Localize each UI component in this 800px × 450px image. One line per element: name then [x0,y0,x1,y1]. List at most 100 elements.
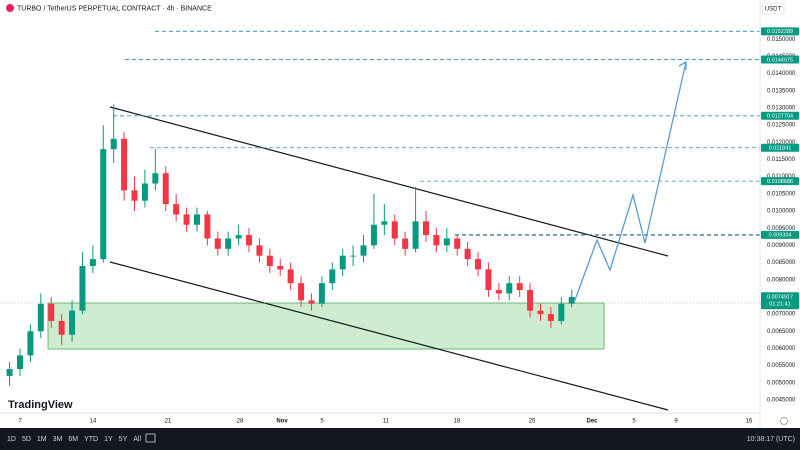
time-axis: 7 14 21 28 Nov 5 11 18 25 Dec 5 9 16 [18,419,753,425]
projection-arrow [678,60,687,70]
y-tick-label: 0.0125000 [767,123,796,129]
x-tick-label: 18 [454,419,461,425]
range-button[interactable]: 3M [53,436,63,443]
symbol-title: TURBO / TetherUS PERPETUAL CONTRACT · 4h… [17,5,212,12]
candle-body [141,183,148,201]
candle-body [370,224,377,246]
date-range-icon[interactable] [145,433,156,443]
candle-body [121,138,128,191]
y-tick-label: 0.0115000 [767,157,796,163]
range-buttons: 1D 5D 1M 3M 6M YTD 1Y 5Y All [7,436,141,443]
x-tick-label: 9 [674,419,678,425]
level-tag [761,230,799,239]
candles [6,104,575,387]
symbol-icon [6,4,14,12]
candle-body [214,238,221,249]
range-button[interactable]: 5D [22,436,31,443]
level-tag [761,111,799,120]
candle-body [287,269,294,284]
channel-lower [109,261,669,411]
candle-body [506,283,513,294]
candle-body [433,235,440,246]
x-tick-label: 7 [18,419,22,425]
level-label: 0.009304 [769,233,792,239]
candle-body [527,290,534,311]
range-button[interactable]: 1Y [104,436,113,443]
countdown: 01:21:41 [769,302,790,308]
candle-body [152,173,159,184]
level-tag [761,177,799,186]
candle-body [27,331,34,356]
logo: TradingView [8,399,73,411]
y-tick-label: 0.0090000 [767,243,796,249]
candle-body [568,296,575,304]
y-tick-label: 0.0085000 [767,260,796,266]
candle-body [225,238,232,249]
candle-body [58,320,65,335]
level-tag [761,27,799,36]
candle-body [37,303,44,332]
price-tag [761,292,799,310]
candle-body [547,314,554,321]
level-label: 0.0108686 [767,179,793,185]
x-tick-label: 21 [165,419,172,425]
candle-body [391,221,398,239]
candle-body [360,245,367,256]
range-button[interactable]: 1M [37,436,47,443]
price-label: 0.0074917 [767,295,793,301]
level-label: 0.0144075 [767,57,793,63]
x-tick-label: Nov [276,419,288,425]
levels [113,30,760,236]
range-button[interactable]: All [133,436,141,443]
level-label: 0.0152288 [767,29,793,35]
currency-button[interactable] [761,2,785,15]
x-tick-label: 16 [746,419,753,425]
settings-icon[interactable] [780,417,788,425]
x-tick-label: 11 [383,419,390,425]
currency: USDT [765,7,782,13]
candle-body [17,355,23,370]
x-tick-label: 14 [90,419,97,425]
candle-body [443,238,450,246]
support-zone [47,302,605,350]
candle-body [298,283,305,301]
candle-body [100,149,107,260]
y-tick-label: 0.0140000 [767,71,796,77]
y-tick-label: 0.0050000 [767,380,796,386]
candle-body [173,204,180,215]
y-tick-label: 0.0055000 [767,363,796,369]
candle-body [246,235,253,246]
candle-body [256,245,263,256]
candle-body [454,238,461,249]
candle-body [516,283,523,291]
level-label: 0.011841 [769,145,792,151]
y-tick-label: 0.0080000 [767,277,796,283]
candle-body [204,214,211,239]
candle-body [89,259,96,266]
y-tick-label: 0.0135000 [767,88,796,94]
range-button[interactable]: 1D [7,436,16,443]
candle-body [308,300,315,304]
y-tick-label: 0.0065000 [767,329,796,335]
candle-body [537,310,544,315]
range-button[interactable]: 6M [68,436,78,443]
level-tag [761,55,799,64]
candle-body [131,190,138,201]
y-tick-label: 0.0045000 [767,398,796,404]
candle-body [6,369,13,376]
y-tick-label: 0.0130000 [767,105,796,111]
y-tick-label: 0.0150000 [767,37,796,43]
y-tick-label: 0.0095000 [767,226,796,232]
candle-body [318,283,325,304]
candle-body [329,269,336,284]
x-tick-label: 5 [632,419,636,425]
range-button[interactable]: 5Y [119,436,128,443]
candle-body [485,269,492,291]
range-button[interactable]: YTD [84,436,98,443]
candle-body [381,221,388,225]
candle-body [350,255,357,257]
candle-body [402,238,409,249]
candle-body [235,235,242,239]
